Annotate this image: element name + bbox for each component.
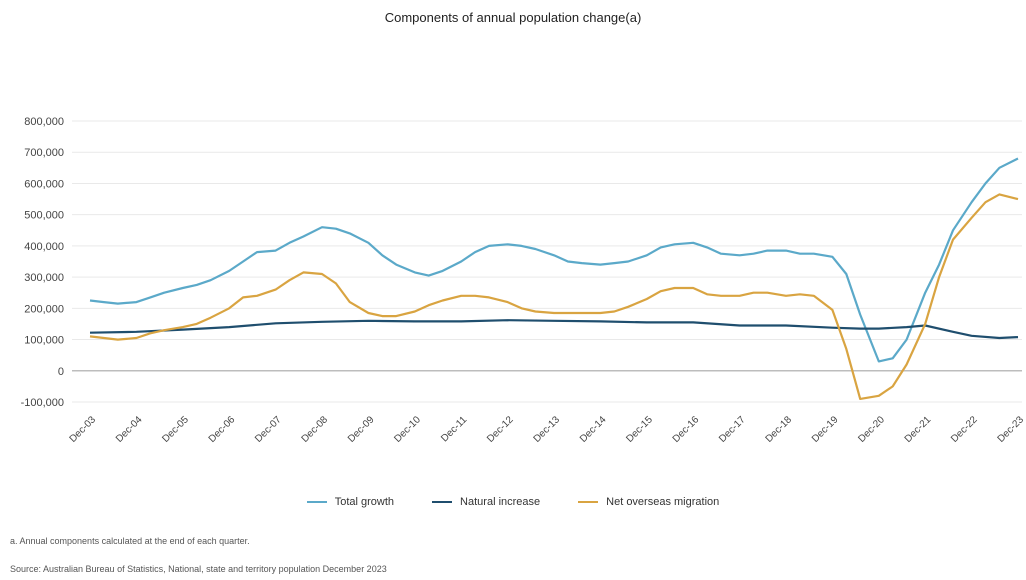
x-tick-label: Dec-08 <box>300 414 331 445</box>
x-tick-label: Dec-06 <box>207 414 238 445</box>
x-tick-label: Dec-18 <box>764 414 795 445</box>
x-tick-label: Dec-17 <box>717 414 748 445</box>
grid-lines <box>72 120 1022 403</box>
source-note: Source: Australian Bureau of Statistics,… <box>10 564 387 574</box>
y-tick-label: 500,000 <box>24 210 64 222</box>
chart-title: Components of annual population change(a… <box>384 10 642 25</box>
x-tick-label: Dec-22 <box>949 414 980 445</box>
legend-swatch-total-growth <box>306 501 327 503</box>
y-tick-label: 800,000 <box>24 116 64 128</box>
y-tick-label: 700,000 <box>24 147 64 159</box>
footnote: a. Annual components calculated at the e… <box>10 536 250 546</box>
x-tick-label: Dec-10 <box>392 414 423 445</box>
series-line-natural-increase <box>89 319 1019 340</box>
series-line-total-growth <box>89 157 1019 363</box>
legend-item-natural-increase: Natural increase <box>432 496 540 508</box>
legend-label-net-overseas-migration: Net overseas migration <box>606 496 720 508</box>
x-tick-label: Dec-19 <box>810 414 841 445</box>
y-tick-label: 0 <box>58 366 64 378</box>
x-tick-label: Dec-16 <box>671 414 702 445</box>
x-tick-label: Dec-23 <box>996 414 1026 445</box>
x-tick-label: Dec-11 <box>439 414 469 444</box>
x-tick-label: Dec-15 <box>624 414 655 445</box>
y-tick-label: 600,000 <box>24 178 64 190</box>
y-tick-label: 100,000 <box>24 335 64 347</box>
x-axis-ticks: Dec-03 Dec-04 Dec-05 Dec-06 Dec-07 Dec-08 Dec-… <box>68 414 1026 445</box>
x-tick-label: Dec-03 <box>68 414 99 445</box>
legend-swatch-net-overseas-migration <box>578 501 599 503</box>
line-chart: 800,000 700,000 600,000 500,000 400,000 300,0… <box>21 116 1026 445</box>
y-tick-label: 400,000 <box>24 241 64 253</box>
legend-item-net-overseas-migration: Net overseas migration <box>578 496 719 508</box>
x-tick-label: Dec-14 <box>578 414 609 445</box>
legend-item-total-growth: Total growth <box>306 496 395 508</box>
legend-label-natural-increase: Natural increase <box>460 496 541 508</box>
y-tick-label: 200,000 <box>24 303 64 315</box>
x-tick-label: Dec-13 <box>532 414 563 445</box>
legend-label-total-growth: Total growth <box>334 496 395 508</box>
series-lines <box>89 157 1019 400</box>
y-axis-ticks: 800,000 700,000 600,000 500,000 400,000 300,0… <box>21 116 64 409</box>
legend-swatch-natural-increase <box>432 501 453 503</box>
x-tick-label: Dec-12 <box>485 414 516 445</box>
x-tick-label: Dec-04 <box>114 414 145 445</box>
x-tick-label: Dec-20 <box>856 414 887 445</box>
chart-legend: Total growth Natural increase Net overse… <box>0 496 1026 508</box>
x-tick-label: Dec-21 <box>903 414 934 445</box>
x-tick-label: Dec-09 <box>346 414 377 445</box>
x-tick-label: Dec-05 <box>160 414 191 445</box>
y-tick-label: -100,000 <box>21 397 64 409</box>
x-tick-label: Dec-07 <box>253 414 284 445</box>
y-tick-label: 300,000 <box>24 272 64 284</box>
series-line-net-overseas-migration <box>89 193 1019 400</box>
